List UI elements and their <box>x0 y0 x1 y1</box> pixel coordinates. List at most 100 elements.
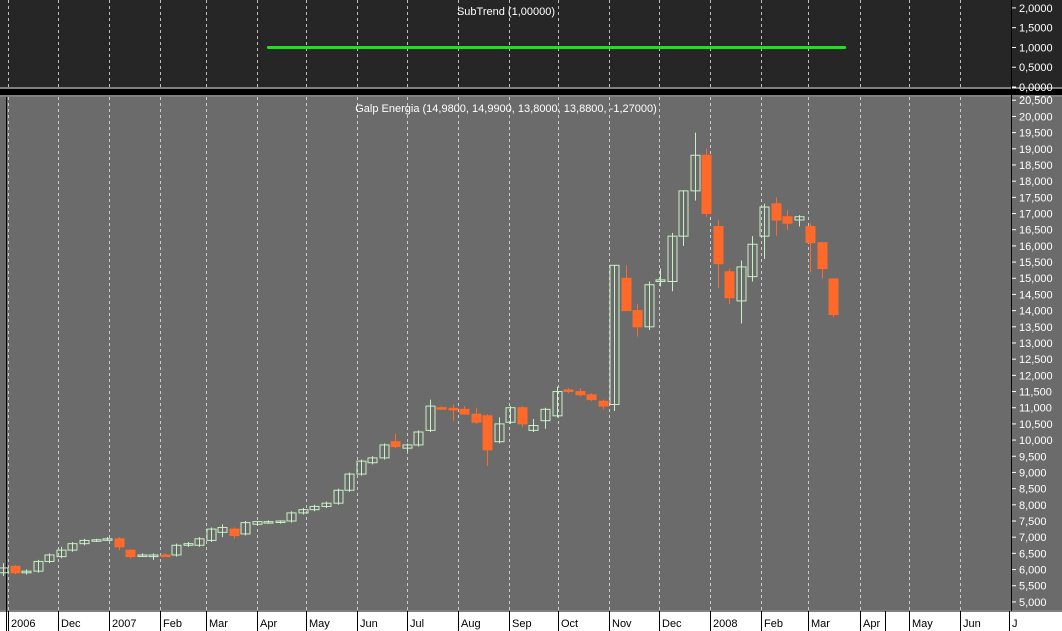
subtrend-y-ticks: 2,0000 1,5000 1,0000 0,5000 0,0000 <box>1012 3 1053 94</box>
price-y-tick-label: 13,500 <box>1019 322 1053 334</box>
candlestick <box>390 433 401 449</box>
candlestick <box>621 265 632 312</box>
candlestick <box>609 264 620 411</box>
candle-body-up <box>91 539 102 542</box>
x-axis-label: Feb <box>764 618 783 630</box>
price-y-tick-label: 8,500 <box>1019 484 1047 496</box>
candle-body-up <box>194 538 205 546</box>
candle-body-up <box>286 512 297 522</box>
candle-body-up <box>56 549 67 558</box>
x-axis-label: Aug <box>461 618 481 630</box>
candlestick <box>79 538 90 546</box>
candle-body-down <box>632 310 643 328</box>
candlestick <box>229 527 240 539</box>
price-y-tick-label: 14,000 <box>1019 306 1053 318</box>
candle-body-up <box>540 408 551 422</box>
candlestick <box>528 419 539 432</box>
x-axis-label: May <box>309 618 330 630</box>
x-axis-label: Mar <box>811 618 830 630</box>
candle-body-up <box>206 528 217 541</box>
x-axis-label: Dec <box>61 618 81 630</box>
candlestick <box>321 501 332 509</box>
candlestick <box>102 537 113 542</box>
candle-body-up <box>102 538 113 541</box>
candlestick <box>171 543 182 557</box>
candlestick <box>10 564 21 575</box>
price-y-tick-label: 19,500 <box>1019 128 1053 140</box>
x-axis-label: Dec <box>662 618 682 630</box>
candlestick <box>402 443 413 452</box>
price-y-tick-label: 16,500 <box>1019 225 1053 237</box>
candle-body-up <box>379 444 390 459</box>
candle-body-up <box>747 243 758 278</box>
candlestick <box>436 406 447 410</box>
candlestick <box>771 197 782 237</box>
subtrend-title: SubTrend (1,00000) <box>457 6 555 18</box>
candle-body-up <box>240 522 251 535</box>
candlestick <box>690 132 701 201</box>
candle-body-up <box>148 554 159 558</box>
candle-body-down <box>586 394 597 401</box>
candle-body-up <box>263 521 274 524</box>
candlestick <box>240 520 251 536</box>
candlestick <box>137 553 148 557</box>
candle-body-down <box>805 225 816 244</box>
candlestick <box>471 407 482 424</box>
candle-body-down <box>563 389 574 393</box>
candle-body-up <box>67 543 78 551</box>
candle-body-up <box>367 457 378 464</box>
price-y-tick-label: 20,500 <box>1019 95 1053 107</box>
candle-body-down <box>771 203 782 221</box>
candlestick <box>91 538 102 543</box>
candlestick <box>794 215 805 227</box>
candle-body-down <box>713 225 724 265</box>
subtrend-y-tick-label: 1,0000 <box>1019 42 1053 54</box>
candle-body-up <box>644 284 655 328</box>
candlestick <box>540 407 551 429</box>
candle-body-up <box>505 407 516 423</box>
candle-body-down <box>482 415 493 451</box>
candle-body-up <box>794 216 805 221</box>
candlestick <box>448 404 459 421</box>
price-y-tick-label: 14,500 <box>1019 289 1053 301</box>
candle-body-up <box>736 266 747 302</box>
candlestick <box>125 549 136 559</box>
candle-body-up <box>252 521 263 525</box>
price-y-tick-label: 7,500 <box>1019 516 1047 528</box>
candlestick <box>21 569 32 575</box>
x-axis-label: Jul <box>410 618 424 630</box>
candlestick <box>747 236 758 282</box>
candle-body-down <box>114 538 125 548</box>
price-y-tick-label: 18,500 <box>1019 160 1053 172</box>
candle-body-up <box>344 473 355 491</box>
candlestick <box>494 417 505 444</box>
candlestick <box>701 148 712 217</box>
price-title: Galp Energia (14,9800, 14,9900, 13,8000,… <box>355 103 657 115</box>
x-axis-label: Apr <box>863 618 880 630</box>
candle-body-down <box>817 242 828 270</box>
candle-body-up <box>298 509 309 514</box>
candlestick <box>828 278 839 318</box>
candlestick <box>160 553 171 557</box>
candle-body-down <box>598 400 609 407</box>
candlestick <box>817 242 828 279</box>
candle-body-up <box>333 489 344 504</box>
candlestick <box>286 511 297 523</box>
candlestick <box>517 406 528 428</box>
candlestick <box>667 232 678 292</box>
candlestick <box>217 524 228 538</box>
candlestick <box>552 386 563 418</box>
price-y-tick-label: 17,500 <box>1019 192 1053 204</box>
candle-body-up <box>44 554 55 562</box>
candle-body-up <box>667 235 678 282</box>
x-axis-label: Sep <box>512 618 532 630</box>
price-y-tick-label: 8,000 <box>1019 500 1047 512</box>
candle-body-up <box>655 279 666 282</box>
subtrend-y-tick-label: 1,5000 <box>1019 23 1053 35</box>
candlestick <box>0 563 9 577</box>
x-axis-label: Oct <box>561 618 578 630</box>
x-axis-label: Jun <box>963 618 981 630</box>
subtrend-y-tick-label: 0,0000 <box>1019 82 1053 94</box>
candle-body-up <box>402 444 413 449</box>
price-y-tick-label: 5,500 <box>1019 581 1047 593</box>
